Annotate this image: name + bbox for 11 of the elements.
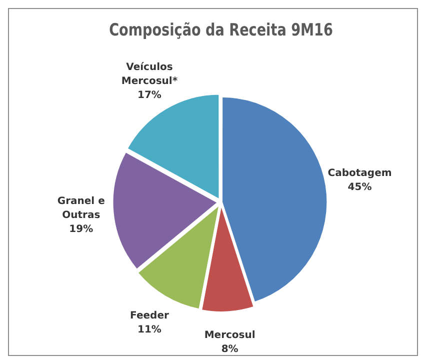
- slice-label: Veículos Mercosul*: [121, 62, 178, 87]
- chart-title: Composição da Receita 9M16: [109, 20, 333, 40]
- data-label: 17%: [138, 90, 162, 101]
- data-label: 11%: [138, 324, 162, 336]
- data-label: 19%: [69, 224, 94, 236]
- data-label: 45%: [348, 182, 372, 193]
- slice-label: Feeder: [130, 310, 169, 322]
- slice-label: Cabotagem: [328, 168, 392, 179]
- data-label: 8%: [221, 344, 238, 356]
- slice-label: Mercosul: [204, 330, 256, 342]
- slice-label: Granel e Outras: [57, 196, 106, 222]
